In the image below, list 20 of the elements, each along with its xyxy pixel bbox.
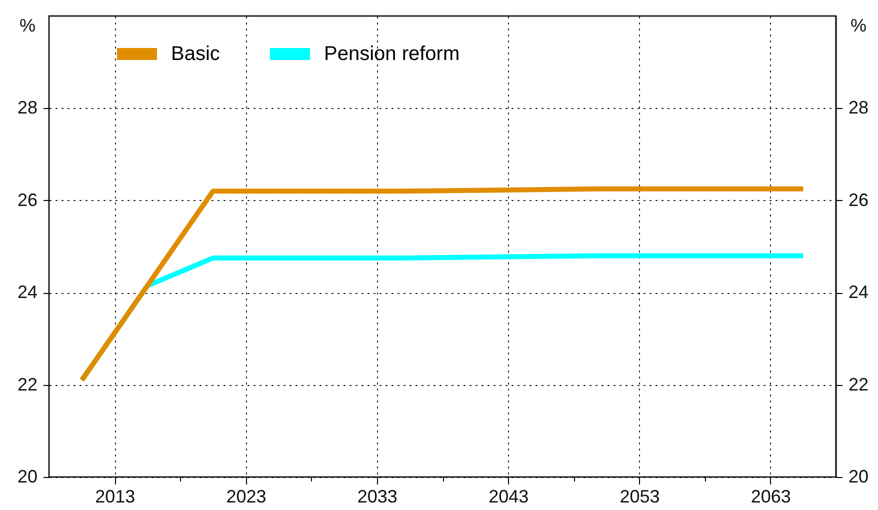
legend-label: Basic <box>171 43 220 65</box>
x-tick-label: 2063 <box>750 486 791 506</box>
y2-tick-label: 28 <box>848 98 869 118</box>
y-tick-label: 20 <box>17 466 38 486</box>
y-tick-label: 24 <box>17 282 38 302</box>
y2-tick-label: 22 <box>848 374 869 394</box>
y2-tick-label: 24 <box>848 282 869 302</box>
y2-tick-label: 20 <box>848 466 869 486</box>
legend-label: Pension reform <box>324 43 460 65</box>
y-axis-title: % <box>19 16 36 36</box>
x-tick-label: 2023 <box>226 486 266 506</box>
y-tick-label: 22 <box>17 374 38 394</box>
x-tick-label: 2053 <box>620 486 660 506</box>
y-tick-label: 26 <box>17 190 38 210</box>
x-tick-label: 2033 <box>357 486 398 506</box>
x-tick-label: 2043 <box>488 486 529 506</box>
y2-axis-title: % <box>850 16 867 36</box>
x-tick-label: 2013 <box>95 486 136 506</box>
y2-tick-label: 26 <box>848 190 869 210</box>
y-tick-label: 28 <box>17 98 38 118</box>
